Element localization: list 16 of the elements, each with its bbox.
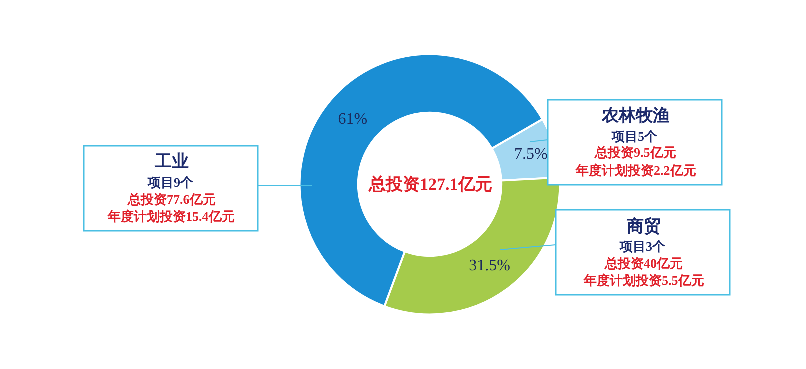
text: 项目3个 — [619, 239, 666, 254]
text: 总投资127.1亿元 — [368, 175, 492, 194]
data-label: 7.5% — [514, 146, 548, 164]
slice-label: 农林牧渔 — [601, 106, 670, 125]
text: 总投资77.6亿元 — [127, 192, 216, 207]
slice-label: 工业 — [154, 152, 189, 171]
data-label: 61% — [338, 110, 368, 128]
text: 项目9个 — [147, 175, 194, 190]
text: 总投资40亿元 — [604, 256, 683, 271]
data-label: 31.5% — [469, 257, 510, 274]
text: 年度计划投资2.2亿元 — [575, 163, 696, 178]
text: 年度计划投资5.5亿元 — [583, 273, 704, 288]
text: 年度计划投资15.4亿元 — [107, 209, 235, 224]
text: 总投资9.5亿元 — [594, 145, 676, 160]
text: 项目5个 — [611, 129, 658, 144]
slice-label: 商贸 — [626, 217, 661, 236]
